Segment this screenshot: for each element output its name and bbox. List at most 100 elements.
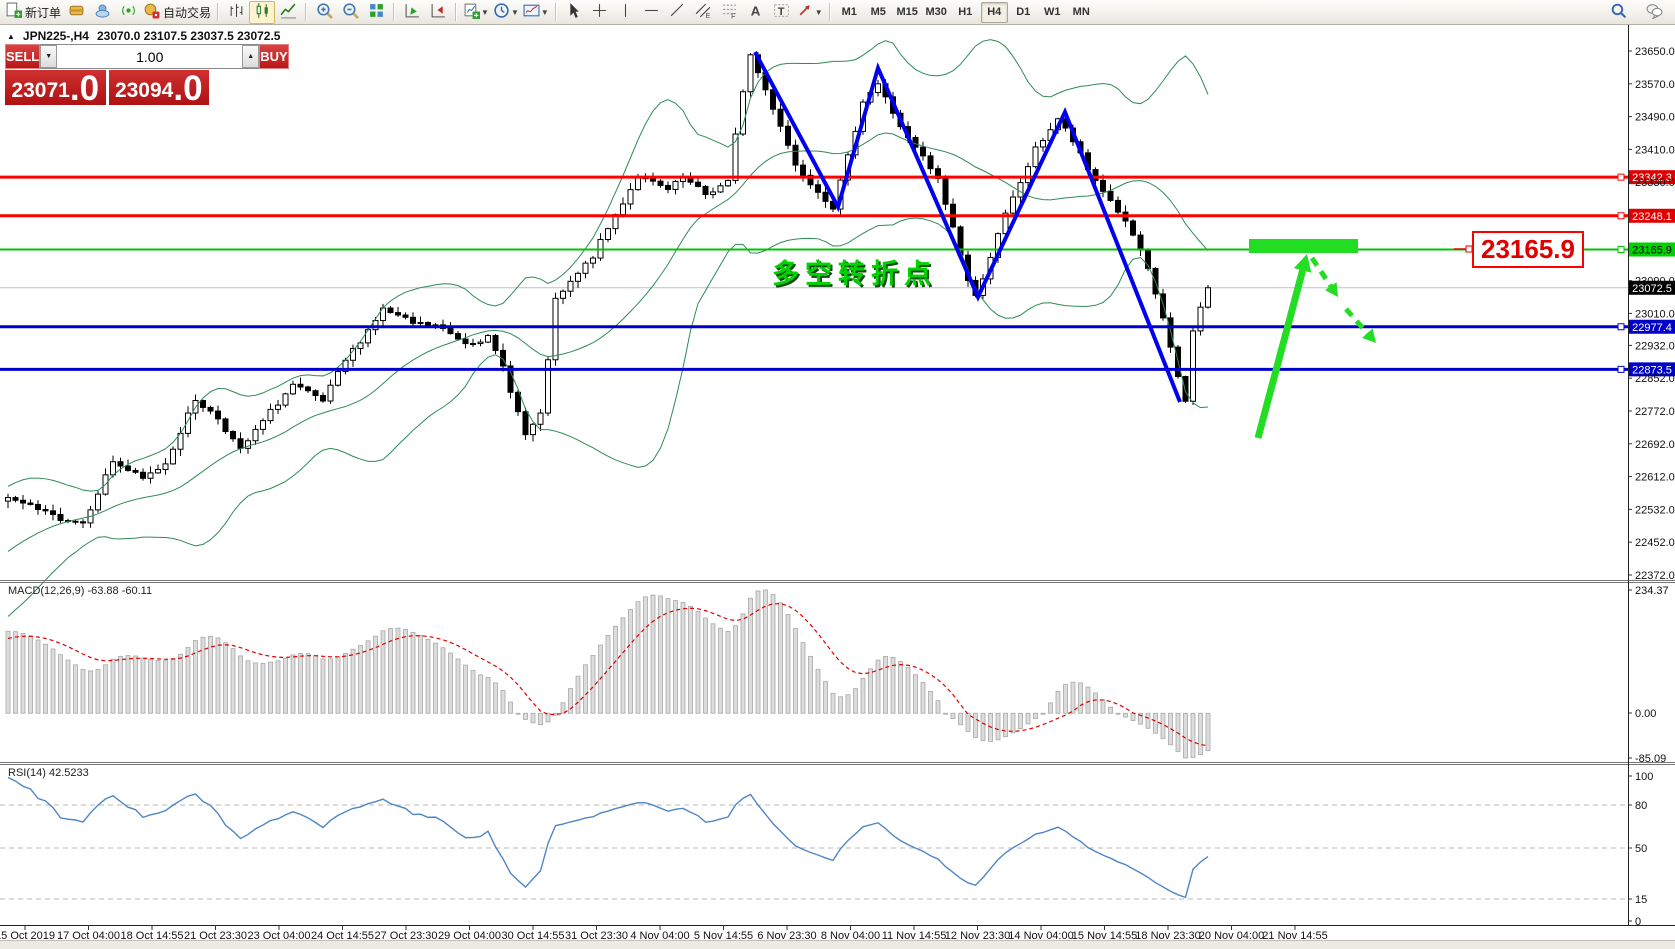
turning-point-annotation[interactable]: 多空转折点 xyxy=(772,259,937,289)
macd-histogram xyxy=(5,589,1211,759)
sell-button[interactable]: SELL xyxy=(5,44,41,69)
volume-increase-button[interactable]: ▲ xyxy=(242,45,260,68)
trendline-button[interactable] xyxy=(665,1,691,24)
macd-axis-tick: 0.00 xyxy=(1635,708,1656,720)
status-strip xyxy=(0,940,1675,949)
rsi-indicator-label: RSI(14) 42.5233 xyxy=(8,767,89,779)
zoom-in-button[interactable] xyxy=(311,1,337,24)
rsi-axis-tick: 50 xyxy=(1635,843,1647,855)
buy-button[interactable]: BUY xyxy=(259,44,289,69)
sell-price-main: 23071 xyxy=(11,79,70,102)
symbol-period-label: JPN225-,H4 xyxy=(22,29,89,43)
template-button[interactable]: ▼ xyxy=(521,1,551,24)
sell-price-fraction: .0 xyxy=(69,69,100,108)
buy-price-fraction: .0 xyxy=(173,69,203,108)
bar-chart-button[interactable] xyxy=(223,1,249,24)
cloud-button[interactable] xyxy=(89,1,115,24)
buy-price-main: 23094 xyxy=(114,79,174,102)
buy-price-display[interactable]: 23094.0 xyxy=(108,69,209,108)
wallet-button[interactable] xyxy=(63,1,89,24)
price-axis-tick: 23570.0 xyxy=(1635,79,1675,91)
chart-shift-button[interactable] xyxy=(425,1,451,24)
text-icon: A xyxy=(747,2,764,22)
svg-text:22873.5: 22873.5 xyxy=(1632,364,1672,376)
time-axis-label: 23 Oct 04:00 xyxy=(248,930,311,942)
macd-indicator-label: MACD(12,26,9) -63.88 -60.11 xyxy=(8,585,153,597)
toolbar-separator xyxy=(455,3,458,21)
price-axis-tick: 22612.0 xyxy=(1635,472,1675,484)
cursor-button[interactable] xyxy=(561,1,587,24)
new-order-button[interactable]: 新订单 xyxy=(3,1,63,24)
auto-scroll-button[interactable] xyxy=(399,1,425,24)
price-axis-tick: 23330.0 xyxy=(1635,177,1675,189)
line-chart-button[interactable] xyxy=(275,1,301,24)
candlestick-chart-button[interactable] xyxy=(249,0,276,24)
dropdown-arrow-icon[interactable]: ▼ xyxy=(540,7,549,17)
zoom-out-button[interactable] xyxy=(337,1,363,24)
market-icon xyxy=(143,2,160,22)
vertical-line-button[interactable] xyxy=(613,1,639,24)
timeframe-h4-button[interactable]: H4 xyxy=(980,1,1008,23)
timeframe-m15-button[interactable]: M15 xyxy=(896,6,918,18)
volume-input[interactable] xyxy=(57,45,243,68)
price-badge-23072.5 xyxy=(1629,280,1675,295)
channel-button[interactable]: E xyxy=(691,1,717,24)
price-axis-tick: 22772.0 xyxy=(1635,406,1675,418)
price-axis-tick: 22372.0 xyxy=(1635,570,1675,582)
cloud-icon xyxy=(94,2,111,22)
timeframe-m30-button[interactable]: M30 xyxy=(925,6,947,18)
time-axis-label: 14 Nov 04:00 xyxy=(1008,930,1073,942)
timeframe-w1-button[interactable]: W1 xyxy=(1043,6,1061,18)
tile-windows-button[interactable] xyxy=(363,1,389,24)
timeframe-h1-button[interactable]: H1 xyxy=(958,6,973,18)
price-axis-tick: 22452.0 xyxy=(1635,537,1675,549)
timeframe-m1-button[interactable]: M1 xyxy=(841,6,857,18)
blue-trend-zigzag[interactable] xyxy=(753,51,1182,403)
time-axis-label: 8 Nov 04:00 xyxy=(821,930,880,942)
shapes-button[interactable]: ▼ xyxy=(795,1,825,24)
green-up-arrow[interactable] xyxy=(1254,254,1312,439)
rsi-axis-tick: 100 xyxy=(1635,771,1653,783)
horizontal-line-icon xyxy=(643,2,660,22)
svg-text:A: A xyxy=(751,3,761,18)
periods-button[interactable]: ▼ xyxy=(491,1,521,24)
rsi-line xyxy=(7,776,1209,899)
search-button[interactable] xyxy=(1605,1,1631,24)
dropdown-arrow-icon[interactable]: ▼ xyxy=(481,7,489,17)
timeframe-mn-button[interactable]: MN xyxy=(1072,6,1090,18)
one-click-trade-panel: SELL ▼ ▲ BUY 23071.0 23094.0 xyxy=(5,44,289,108)
new-chart-icon xyxy=(463,2,481,22)
fibonacci-button[interactable]: F xyxy=(717,1,743,24)
crosshair-button[interactable] xyxy=(587,1,613,24)
green-dashed-arrow-2[interactable] xyxy=(1344,307,1376,343)
green-resistance-rectangle[interactable] xyxy=(1249,239,1358,253)
sell-price-display[interactable]: 23071.0 xyxy=(5,69,106,108)
collapse-panel-icon[interactable]: ▲ xyxy=(7,31,15,41)
signals-button[interactable] xyxy=(115,1,141,24)
price-axis-tick: 22852.0 xyxy=(1635,373,1675,385)
text-button[interactable]: A xyxy=(743,1,769,24)
volume-decrease-button[interactable]: ▼ xyxy=(40,45,58,68)
macd-signal-line xyxy=(7,603,1209,747)
line-chart-icon xyxy=(279,2,297,22)
chat-icon xyxy=(1646,2,1663,22)
price-axis-tick: 22932.0 xyxy=(1635,340,1675,352)
dropdown-arrow-icon[interactable]: ▼ xyxy=(814,7,823,17)
price-badge-22977.4 xyxy=(1629,319,1675,334)
market-button[interactable]: 自动交易 xyxy=(141,1,213,24)
price-callout-label[interactable]: 23165.9 xyxy=(1472,231,1584,268)
bar-chart-icon xyxy=(228,2,245,22)
text-label-button[interactable]: T xyxy=(769,1,795,24)
timeframe-d1-button[interactable]: D1 xyxy=(1016,6,1031,18)
horizontal-line-button[interactable] xyxy=(639,1,665,24)
new-chart-button[interactable]: ▼ xyxy=(461,1,491,24)
dropdown-arrow-icon[interactable]: ▼ xyxy=(510,7,519,17)
green-dashed-arrow-1[interactable] xyxy=(1309,256,1338,297)
channel-icon: E xyxy=(695,2,712,22)
ohlc-values: 23070.0 23107.5 23037.5 23072.5 xyxy=(96,29,281,43)
timeframe-m5-button[interactable]: M5 xyxy=(870,6,886,18)
time-axis-label: 27 Oct 23:30 xyxy=(375,930,438,942)
chat-button[interactable] xyxy=(1641,1,1667,24)
time-axis-label: 18 Nov 23:30 xyxy=(1135,930,1200,942)
